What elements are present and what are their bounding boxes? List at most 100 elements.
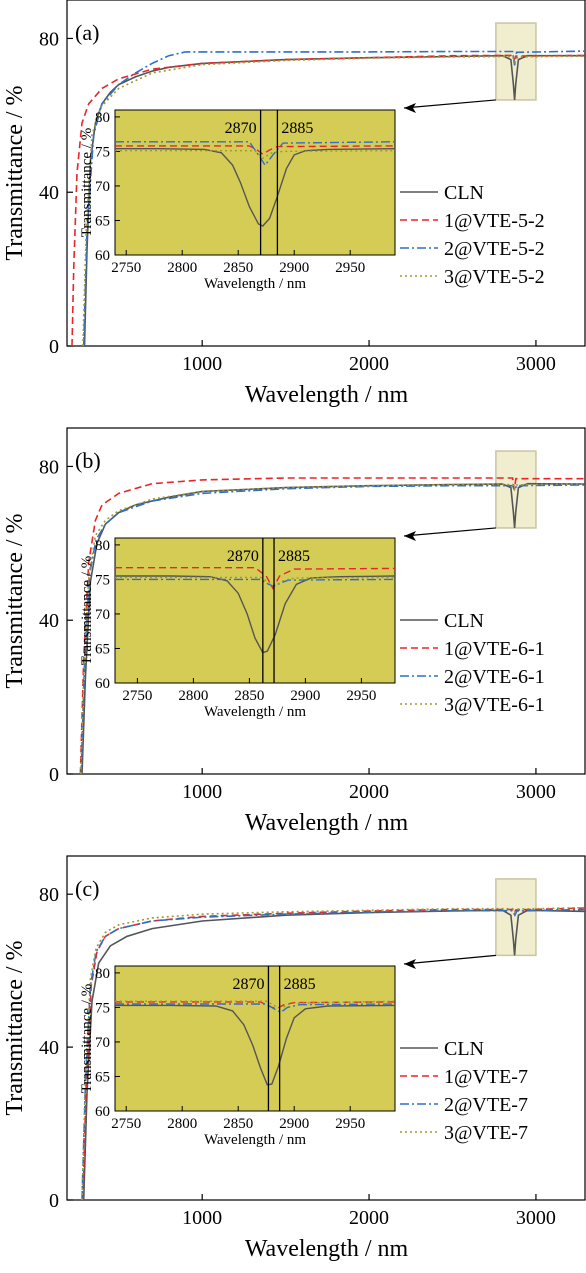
x-tick-label: 1000	[182, 781, 222, 803]
panel-label: (a)	[75, 20, 99, 45]
inset-reference-label: 2885	[281, 120, 313, 137]
inset-series-line-3@VTE-5-2	[115, 150, 395, 160]
legend: CLN 1@VTE-7 2@VTE-7 3@VTE-7	[400, 1038, 528, 1144]
x-tick-label: 3000	[516, 353, 556, 375]
series-line-2@VTE-6-1	[80, 484, 586, 774]
inset-y-tick-label: 60	[95, 676, 110, 692]
callout-arrow-head	[404, 531, 416, 541]
inset-series-line-CLN	[115, 1004, 395, 1086]
inset-reference-label: 2885	[284, 976, 316, 993]
x-tick-label: 1000	[182, 1207, 222, 1229]
inset-reference-label: 2885	[278, 548, 310, 565]
plot-frame	[66, 427, 586, 775]
y-tick-label: 80	[39, 28, 59, 50]
inset-reference-label: 2870	[225, 120, 257, 137]
inset-background	[114, 109, 396, 256]
inset-y-tick-label: 80	[95, 966, 110, 982]
inset-x-tick-label: 2900	[279, 260, 309, 276]
plot-frame	[66, 855, 586, 1201]
series-group	[71, 50, 586, 346]
callout-arrow-head	[404, 103, 416, 113]
x-tick-label: 2000	[349, 1207, 389, 1229]
inset-y-tick-label: 75	[95, 1000, 110, 1016]
x-tick-label: 3000	[516, 781, 556, 803]
inset-y-tick-label: 80	[95, 110, 110, 126]
inset-x-tick-label: 2850	[223, 260, 253, 276]
inset-x-tick-label: 2800	[167, 260, 197, 276]
series-line-2@VTE-5-2	[82, 50, 586, 346]
inset-series-line-2@VTE-7	[115, 1003, 395, 1014]
inset-y-tick-label: 65	[95, 641, 110, 657]
series-group	[81, 906, 586, 1200]
y-tick-label: 80	[39, 884, 59, 906]
legend-label: 3@VTE-5-2	[444, 266, 545, 288]
inset-chart: 60 65 70 75 80 2750 2800 2850 2900 2950 Wavelength…	[79, 537, 396, 720]
y-tick-label: 0	[49, 336, 59, 358]
inset-reference-label: 2870	[227, 548, 259, 565]
inset-x-tick-label: 2850	[223, 1116, 253, 1132]
inset-series-line-2@VTE-5-2	[115, 141, 395, 167]
panel-label: (b)	[75, 448, 101, 473]
series-line-1@VTE-5-2	[71, 54, 586, 346]
inset-x-axis-label: Wavelength / nm	[204, 1132, 306, 1148]
series-line-3@VTE-7	[81, 906, 586, 1200]
inset-x-tick-label: 2800	[178, 688, 208, 704]
x-tick-label: 2000	[349, 781, 389, 803]
series-group	[79, 477, 586, 774]
legend-label: 2@VTE-7	[444, 1094, 528, 1116]
legend-label: 1@VTE-6-1	[444, 638, 545, 660]
inset-y-axis-label: Transmittance / %	[79, 984, 95, 1093]
inset-x-tick-label: 2750	[122, 688, 152, 704]
inset-y-axis-label: Transmittance / %	[79, 556, 95, 665]
y-tick-label: 40	[39, 610, 59, 632]
y-tick-label: 40	[39, 182, 59, 204]
plot-frame	[66, 0, 586, 347]
inset-x-tick-label: 2750	[111, 260, 141, 276]
callout-arrow-head	[404, 959, 416, 969]
x-axis-label: Wavelength / nm	[245, 382, 409, 408]
x-tick-label: 2000	[349, 353, 389, 375]
chart-panel-c: 0 40 80 1000 2000 3000 Wavelength / nm Transmit…	[2, 855, 586, 1262]
y-tick-label: 40	[39, 1037, 59, 1059]
y-axis-label: Transmittance / %	[2, 513, 28, 688]
inset-y-tick-label: 70	[95, 1035, 110, 1051]
inset-chart: 60 65 70 75 80 2750 2800 2850 2900 2950 Wavelength…	[79, 965, 396, 1148]
inset-x-tick-label: 2950	[335, 260, 365, 276]
callout-arrow-line	[403, 527, 496, 537]
inset-y-tick-label: 60	[95, 248, 110, 264]
y-tick-label: 80	[39, 456, 59, 478]
inset-x-axis-label: Wavelength / nm	[204, 704, 306, 720]
inset-chart: 60 65 70 75 80 2750 2800 2850 2900 2950 Wavelength…	[79, 109, 396, 292]
legend-label: 1@VTE-7	[444, 1066, 528, 1088]
inset-x-tick-label: 2850	[234, 688, 264, 704]
inset-x-tick-label: 2900	[290, 688, 320, 704]
inset-x-tick-label: 2900	[279, 1116, 309, 1132]
inset-background	[114, 537, 396, 684]
legend-label: CLN	[444, 182, 484, 204]
inset-y-tick-label: 65	[95, 213, 110, 229]
inset-y-tick-label: 65	[95, 1069, 110, 1085]
inset-y-tick-label: 70	[95, 607, 110, 623]
inset-series-line-3@VTE-6-1	[115, 576, 395, 586]
inset-x-tick-label: 2950	[335, 1116, 365, 1132]
y-tick-label: 0	[49, 764, 59, 786]
inset-background	[114, 965, 396, 1112]
legend-label: CLN	[444, 1038, 484, 1060]
legend-label: 2@VTE-6-1	[444, 666, 545, 688]
legend-label: 1@VTE-5-2	[444, 210, 545, 232]
series-line-3@VTE-5-2	[82, 55, 586, 346]
y-tick-label: 0	[49, 1190, 59, 1212]
x-axis-label: Wavelength / nm	[245, 1236, 409, 1262]
y-axis-label: Transmittance / %	[2, 940, 28, 1115]
series-line-2@VTE-7	[81, 908, 586, 1200]
inset-y-axis-label: Transmittance / %	[79, 128, 95, 237]
chart-panel-b: 0 40 80 1000 2000 3000 Wavelength / nm Transmit…	[2, 427, 586, 836]
legend-label: 3@VTE-6-1	[444, 694, 545, 716]
panel-label: (c)	[75, 876, 99, 901]
x-tick-label: 1000	[182, 353, 222, 375]
inset-y-tick-label: 80	[95, 538, 110, 554]
legend: CLN 1@VTE-6-1 2@VTE-6-1 3@VTE-6-1	[400, 610, 545, 716]
inset-y-tick-label: 75	[95, 572, 110, 588]
inset-series-line-1@VTE-6-1	[115, 567, 395, 590]
